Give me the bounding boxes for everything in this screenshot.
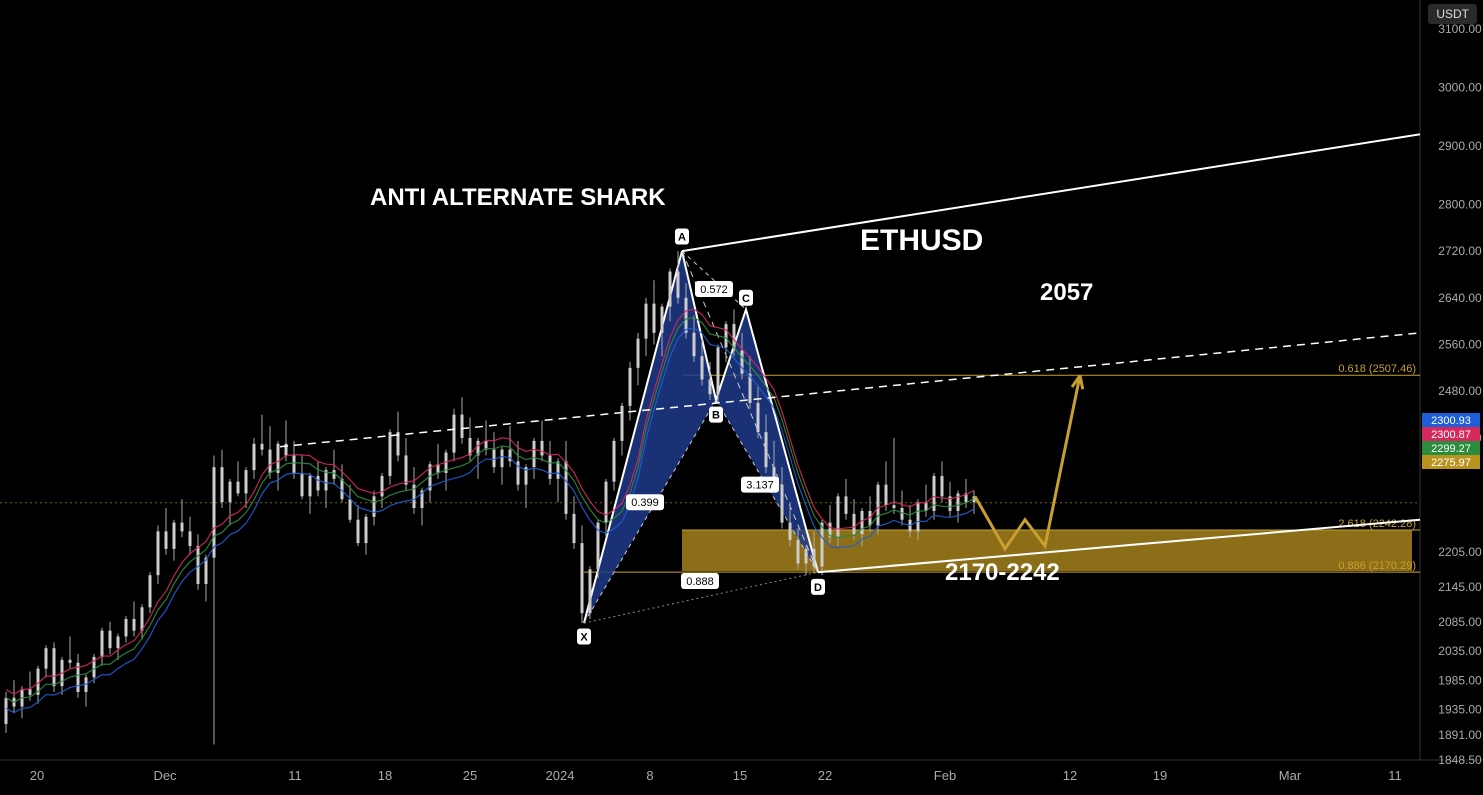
svg-text:0.618 (2507.46): 0.618 (2507.46) xyxy=(1338,363,1416,375)
svg-text:2170-2242: 2170-2242 xyxy=(945,559,1060,586)
svg-text:25: 25 xyxy=(463,768,477,783)
svg-text:1935.00: 1935.00 xyxy=(1438,702,1482,716)
svg-text:2035.00: 2035.00 xyxy=(1438,644,1482,658)
svg-text:3000.00: 3000.00 xyxy=(1438,81,1482,95)
svg-text:8: 8 xyxy=(646,768,653,783)
svg-text:2900.00: 2900.00 xyxy=(1438,139,1482,153)
svg-text:0.888: 0.888 xyxy=(686,576,714,588)
svg-text:19: 19 xyxy=(1153,768,1167,783)
svg-text:0.572: 0.572 xyxy=(700,284,728,296)
svg-text:2560.00: 2560.00 xyxy=(1438,338,1482,352)
svg-text:A: A xyxy=(678,231,686,243)
svg-text:ANTI ALTERNATE SHARK: ANTI ALTERNATE SHARK xyxy=(370,184,666,211)
svg-text:18: 18 xyxy=(378,768,392,783)
svg-text:ETHUSD: ETHUSD xyxy=(860,224,983,257)
svg-text:11: 11 xyxy=(288,768,302,783)
svg-text:2057: 2057 xyxy=(1040,279,1093,306)
svg-text:1848.50: 1848.50 xyxy=(1438,753,1482,767)
svg-text:2720.00: 2720.00 xyxy=(1438,244,1482,258)
svg-text:X: X xyxy=(580,631,588,643)
svg-text:Dec: Dec xyxy=(153,768,177,783)
svg-text:2205.00: 2205.00 xyxy=(1438,545,1482,559)
svg-text:2299.27: 2299.27 xyxy=(1431,443,1471,455)
svg-text:12: 12 xyxy=(1063,768,1077,783)
svg-text:C: C xyxy=(742,293,750,305)
currency-badge: USDT xyxy=(1428,4,1477,24)
svg-text:22: 22 xyxy=(818,768,832,783)
svg-text:1891.00: 1891.00 xyxy=(1438,728,1482,742)
svg-text:2300.93: 2300.93 xyxy=(1431,415,1471,427)
svg-text:2640.00: 2640.00 xyxy=(1438,291,1482,305)
svg-text:3100.00: 3100.00 xyxy=(1438,22,1482,36)
svg-text:11: 11 xyxy=(1388,768,1402,783)
svg-text:Feb: Feb xyxy=(934,768,956,783)
svg-text:2024: 2024 xyxy=(546,768,575,783)
svg-text:0.399: 0.399 xyxy=(631,497,659,509)
svg-text:B: B xyxy=(712,410,720,422)
svg-text:2800.00: 2800.00 xyxy=(1438,197,1482,211)
trading-chart: 3100.00 3000.00 2900.00 2800.00 2720.00 2640.… xyxy=(0,0,1483,795)
svg-text:2085.00: 2085.00 xyxy=(1438,615,1482,629)
svg-text:D: D xyxy=(814,582,822,594)
svg-text:1985.00: 1985.00 xyxy=(1438,673,1482,687)
svg-text:3.137: 3.137 xyxy=(746,480,774,492)
svg-text:Mar: Mar xyxy=(1279,768,1302,783)
svg-text:2145.00: 2145.00 xyxy=(1438,580,1482,594)
svg-text:2300.87: 2300.87 xyxy=(1431,429,1471,441)
svg-text:2480.00: 2480.00 xyxy=(1438,384,1482,398)
svg-text:2275.97: 2275.97 xyxy=(1431,457,1471,469)
svg-text:20: 20 xyxy=(30,768,44,783)
chart-svg: 3100.00 3000.00 2900.00 2800.00 2720.00 2640.… xyxy=(0,0,1483,795)
svg-text:0.886 (2170.29): 0.886 (2170.29) xyxy=(1338,560,1416,572)
svg-text:15: 15 xyxy=(733,768,747,783)
